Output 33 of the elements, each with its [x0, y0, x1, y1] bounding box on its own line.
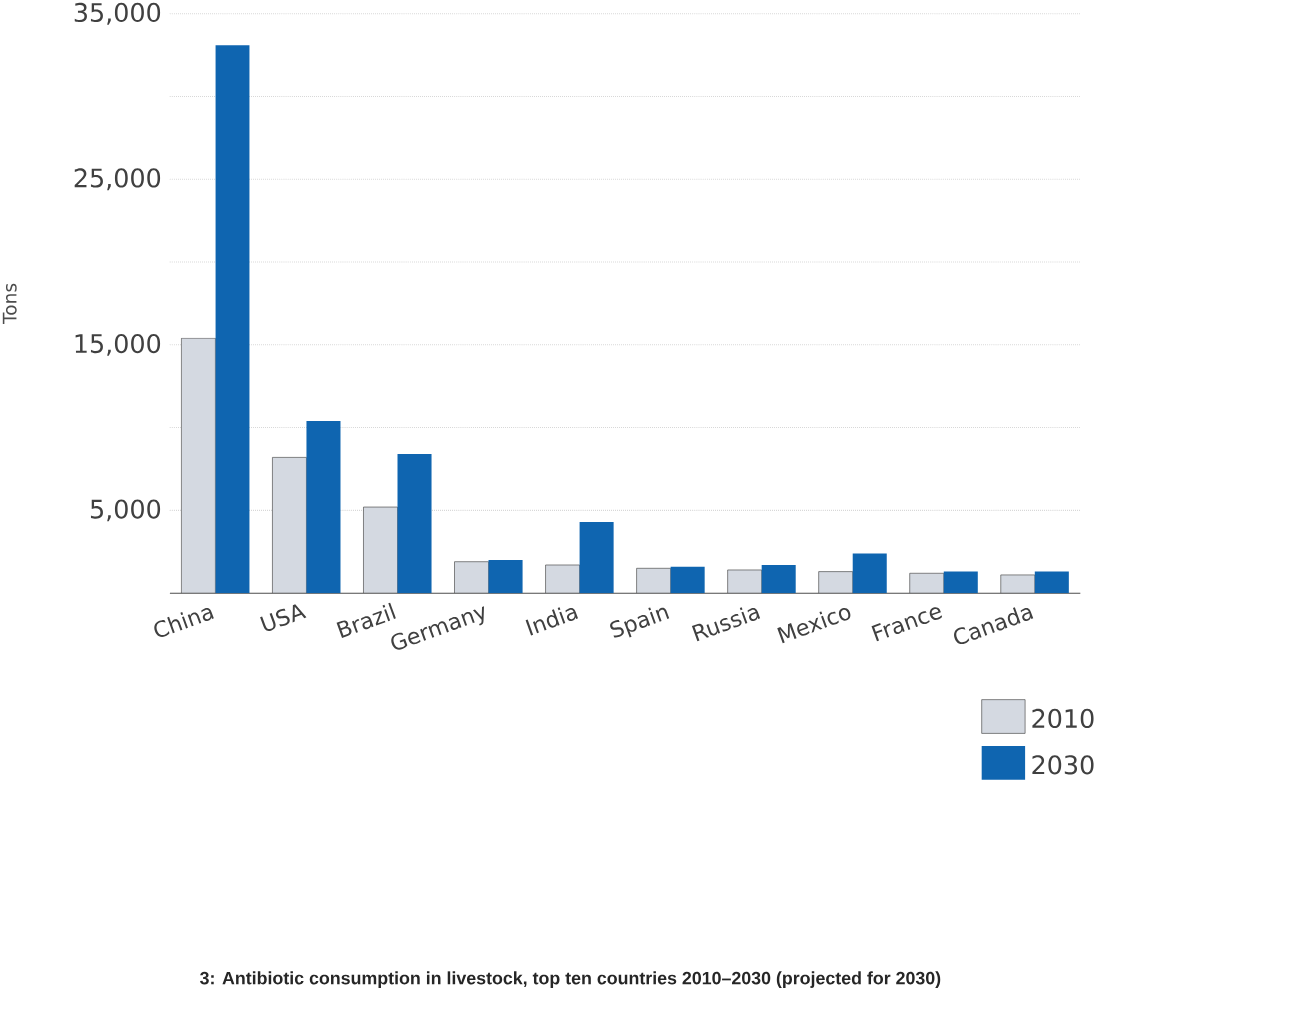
bar [488, 560, 523, 594]
bar [818, 571, 854, 594]
bar [852, 553, 887, 594]
y-tick-label: 5,000 [90, 499, 161, 522]
bar [1034, 571, 1069, 594]
x-tick-label: India [525, 607, 579, 636]
bar [943, 571, 978, 594]
x-tick-label: China [154, 608, 214, 637]
bar [545, 564, 580, 594]
x-tick-label: Russia [691, 607, 761, 642]
x-tick-label: France [871, 607, 943, 642]
y-tick-label: 35,000 [74, 2, 161, 25]
bar [306, 420, 341, 594]
bar [272, 457, 307, 594]
bar [397, 454, 432, 594]
y-tick-label: 15,000 [75, 333, 161, 356]
bar [636, 567, 671, 594]
bar [454, 561, 489, 594]
bar [181, 337, 216, 594]
legend-label: 2010 [1032, 708, 1094, 729]
bar [363, 506, 398, 594]
legend-label: 2030 [1032, 755, 1094, 775]
x-tick-label: Spain [610, 607, 670, 638]
x-tick-label: USA [260, 604, 307, 631]
bar [670, 566, 705, 594]
bar [215, 45, 250, 594]
bar [579, 521, 614, 594]
y-axis-title: Tons [2, 283, 17, 325]
text: 3: Antibiotic consumption in livestock, top ten countries 2010–2030 (projected for 2030) [200, 971, 941, 988]
y-tick-label: 25,000 [74, 168, 161, 191]
x-tick-label: Mexico [777, 607, 851, 644]
bar [761, 565, 796, 594]
x-tick-label: Canada [954, 607, 1034, 645]
